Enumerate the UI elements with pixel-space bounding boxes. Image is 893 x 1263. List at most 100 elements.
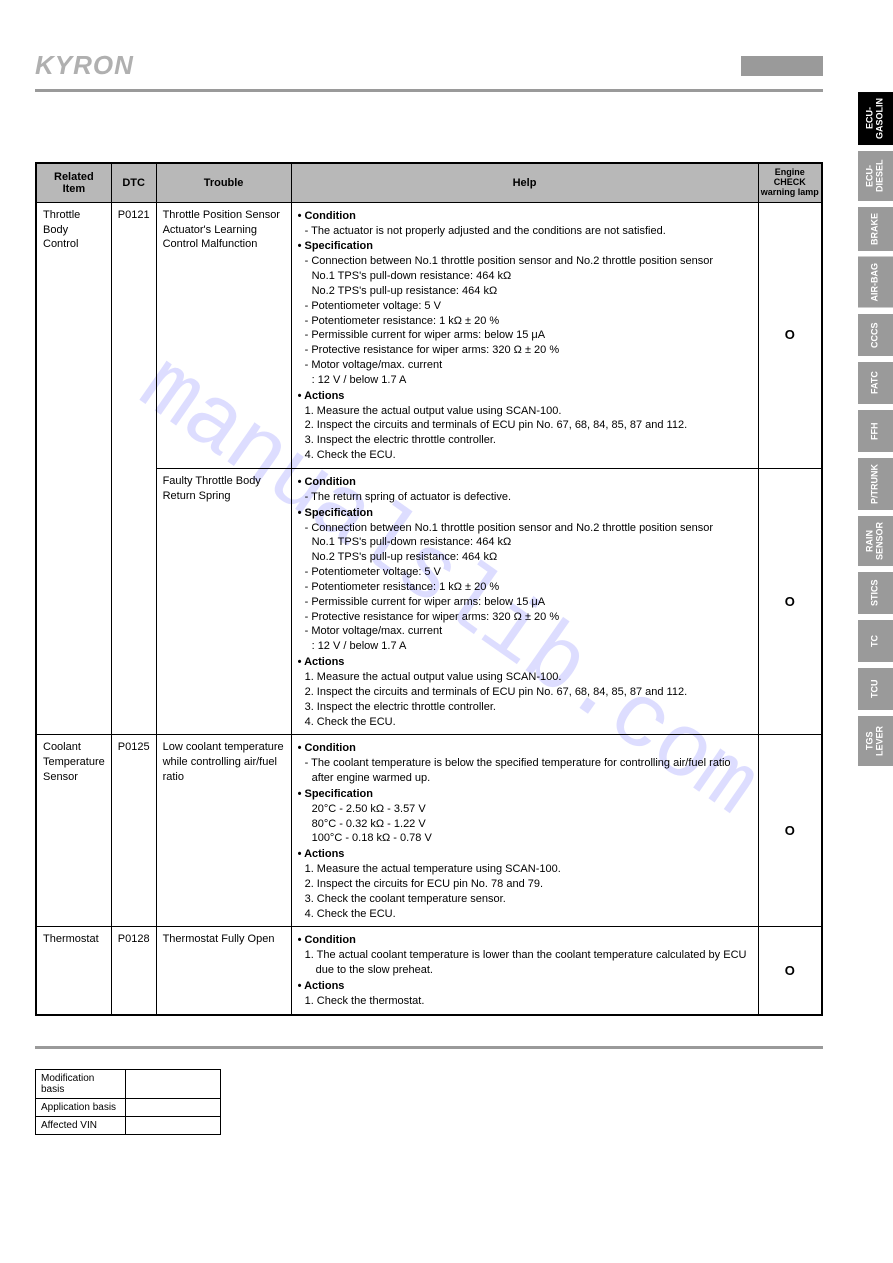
- spec-line: No.2 TPS's pull-up resistance: 464 kΩ: [298, 550, 752, 565]
- spec-line: Potentiometer voltage: 5 V: [298, 299, 752, 314]
- spec-line: Permissible current for wiper arms: belo…: [298, 595, 752, 610]
- table-row: ThermostatP0128Thermostat Fully Open• Co…: [36, 927, 822, 1015]
- side-tab[interactable]: TC: [858, 620, 893, 662]
- action-line: 1. Check the thermostat.: [298, 994, 752, 1009]
- spec-line: Potentiometer resistance: 1 kΩ ± 20 %: [298, 314, 752, 329]
- cell-lamp: O: [758, 927, 822, 1015]
- footer-row: Modification basis: [36, 1069, 221, 1098]
- action-line: 3. Inspect the electric throttle control…: [298, 700, 752, 715]
- footer-value: [126, 1116, 221, 1134]
- cell-trouble: Faulty Throttle Body Return Spring: [156, 469, 291, 735]
- cell-trouble: Low coolant temperature while controllin…: [156, 735, 291, 927]
- spec-line: Permissible current for wiper arms: belo…: [298, 328, 752, 343]
- side-tab[interactable]: ECU-DIESEL: [858, 151, 893, 201]
- th-trouble: Trouble: [156, 163, 291, 202]
- th-dtc: DTC: [111, 163, 156, 202]
- table-row: CoolantTemperatureSensorP0125Low coolant…: [36, 735, 822, 927]
- side-tab[interactable]: BRAKE: [858, 207, 893, 251]
- footer-label: Application basis: [36, 1098, 126, 1116]
- cell-dtc: P0121: [111, 202, 156, 735]
- side-tab[interactable]: FATC: [858, 362, 893, 404]
- cell-help: • Condition1. The actual coolant tempera…: [291, 927, 758, 1015]
- condition-line: The actuator is not properly adjusted an…: [298, 224, 752, 239]
- footer-tbody: Modification basisApplication basisAffec…: [36, 1069, 221, 1134]
- table-row: ThrottleBodyControlP0121Throttle Positio…: [36, 202, 822, 468]
- spec-line: Potentiometer resistance: 1 kΩ ± 20 %: [298, 580, 752, 595]
- action-line: 4. Check the ECU.: [298, 715, 752, 730]
- condition-head: • Condition: [298, 933, 752, 948]
- cell-trouble: Throttle Position Sensor Actuator's Lear…: [156, 202, 291, 468]
- condition-line: The coolant temperature is below the spe…: [298, 756, 752, 786]
- spec-plain: 20°C - 2.50 kΩ - 3.57 V: [298, 802, 752, 817]
- header-box: [741, 56, 823, 76]
- side-tab[interactable]: CCCS: [858, 314, 893, 356]
- spec-line: Protective resistance for wiper arms: 32…: [298, 343, 752, 358]
- footer-value: [126, 1069, 221, 1098]
- footer-row: Affected VIN: [36, 1116, 221, 1134]
- spec-plain: 100°C - 0.18 kΩ - 0.78 V: [298, 831, 752, 846]
- side-tab[interactable]: ECU-GASOLIN: [858, 92, 893, 145]
- footer-row: Application basis: [36, 1098, 221, 1116]
- action-line: 2. Inspect the circuits for ECU pin No. …: [298, 877, 752, 892]
- spec-line: Connection between No.1 throttle positio…: [298, 254, 752, 269]
- brand-logo: KYRON: [35, 50, 134, 81]
- cell-lamp: O: [758, 469, 822, 735]
- action-line: 2. Inspect the circuits and terminals of…: [298, 685, 752, 700]
- cell-trouble: Thermostat Fully Open: [156, 927, 291, 1015]
- actions-head: • Actions: [298, 979, 752, 994]
- footer: Modification basisApplication basisAffec…: [35, 1046, 823, 1135]
- condition-head: • Condition: [298, 741, 752, 756]
- cell-lamp: O: [758, 735, 822, 927]
- side-tabs: ECU-GASOLIN ECU-DIESEL BRAKE AIR-BAG CCCS FAT…: [858, 92, 893, 766]
- side-tab[interactable]: P/TRUNK: [858, 458, 893, 510]
- spec-line: Connection between No.1 throttle positio…: [298, 521, 752, 536]
- footer-label: Modification basis: [36, 1069, 126, 1098]
- spec-head: • Specification: [298, 787, 752, 802]
- actions-head: • Actions: [298, 655, 752, 670]
- dtc-tbody: ThrottleBodyControlP0121Throttle Positio…: [36, 202, 822, 1015]
- spec-line: No.1 TPS's pull-down resistance: 464 kΩ: [298, 535, 752, 550]
- footer-table: Modification basisApplication basisAffec…: [35, 1069, 221, 1135]
- spec-line: : 12 V / below 1.7 A: [298, 639, 752, 654]
- action-line: 3. Check the coolant temperature sensor.: [298, 892, 752, 907]
- spec-line: Motor voltage/max. current: [298, 358, 752, 373]
- cell-dtc: P0125: [111, 735, 156, 927]
- th-help: Help: [291, 163, 758, 202]
- header: KYRON: [35, 50, 823, 92]
- spec-line: : 12 V / below 1.7 A: [298, 373, 752, 388]
- dtc-table: RelatedItem DTC Trouble Help Engine CHEC…: [35, 162, 823, 1016]
- condition-line: The return spring of actuator is defecti…: [298, 490, 752, 505]
- cell-related: Thermostat: [36, 927, 111, 1015]
- side-tab[interactable]: RAINSENSOR: [858, 516, 893, 566]
- actions-head: • Actions: [298, 389, 752, 404]
- condition-head: • Condition: [298, 475, 752, 490]
- spec-line: No.2 TPS's pull-up resistance: 464 kΩ: [298, 284, 752, 299]
- side-tab[interactable]: FFH: [858, 410, 893, 452]
- th-related: RelatedItem: [36, 163, 111, 202]
- action-line: 2. Inspect the circuits and terminals of…: [298, 418, 752, 433]
- action-line: 4. Check the ECU.: [298, 907, 752, 922]
- footer-value: [126, 1098, 221, 1116]
- actions-head: • Actions: [298, 847, 752, 862]
- spec-plain: 80°C - 0.32 kΩ - 1.22 V: [298, 817, 752, 832]
- page: KYRON RelatedItem DTC Trouble Help Engin…: [0, 0, 858, 1165]
- action-line: 1. Measure the actual output value using…: [298, 670, 752, 685]
- side-tab[interactable]: AIR-BAG: [858, 257, 893, 308]
- side-tab[interactable]: STICS: [858, 572, 893, 614]
- action-line: 4. Check the ECU.: [298, 448, 752, 463]
- cell-help: • ConditionThe return spring of actuator…: [291, 469, 758, 735]
- spec-head: • Specification: [298, 506, 752, 521]
- spec-line: Protective resistance for wiper arms: 32…: [298, 610, 752, 625]
- cell-dtc: P0128: [111, 927, 156, 1015]
- spec-line: Motor voltage/max. current: [298, 624, 752, 639]
- footer-label: Affected VIN: [36, 1116, 126, 1134]
- condition-head: • Condition: [298, 209, 752, 224]
- spec-head: • Specification: [298, 239, 752, 254]
- side-tab[interactable]: TCU: [858, 668, 893, 710]
- cell-help: • ConditionThe coolant temperature is be…: [291, 735, 758, 927]
- condition-num: 1. The actual coolant temperature is low…: [298, 948, 752, 978]
- cell-lamp: O: [758, 202, 822, 468]
- cell-help: • ConditionThe actuator is not properly …: [291, 202, 758, 468]
- cell-related: ThrottleBodyControl: [36, 202, 111, 735]
- side-tab[interactable]: TGSLEVER: [858, 716, 893, 766]
